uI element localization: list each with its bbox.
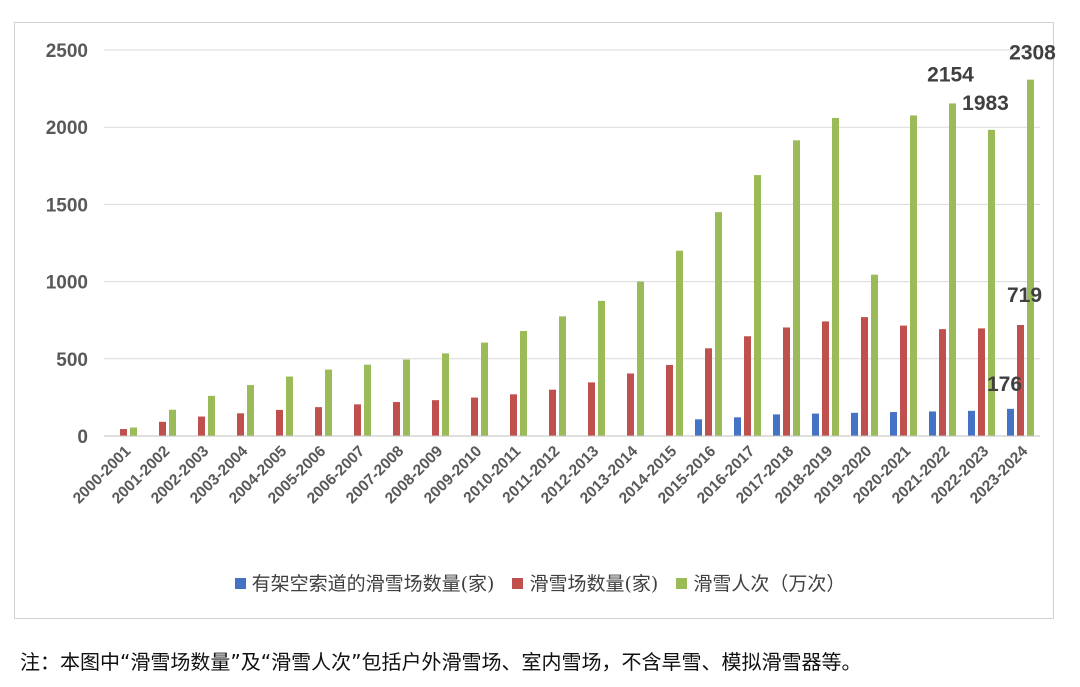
bar-series-2-2008-2009 <box>442 353 449 436</box>
bar-series-1-2005-2006 <box>315 407 322 436</box>
bar-series-1-2019-2020 <box>861 317 868 436</box>
bar-series-0-2015-2016 <box>695 419 702 436</box>
bar-series-2-2011-2012 <box>559 316 566 436</box>
bars <box>120 79 1034 437</box>
bar-series-0-2021-2022 <box>929 411 936 436</box>
bar-series-1-2001-2002 <box>159 421 166 436</box>
bar-series-1-2002-2003 <box>198 416 205 436</box>
bar-series-2-2022-2023 <box>988 129 995 436</box>
bar-series-1-2017-2018 <box>783 327 790 436</box>
y-tick-label: 1500 <box>46 195 88 216</box>
legend-label: 有架空索道的滑雪场数量(家) <box>251 573 495 595</box>
bar-series-1-2006-2007 <box>354 404 361 436</box>
bar-series-2-2005-2006 <box>325 369 332 436</box>
bar-series-2-2019-2020 <box>871 274 878 436</box>
bar-series-1-2013-2014 <box>627 373 634 436</box>
y-tick-label: 1000 <box>46 273 88 294</box>
bar-series-1-2003-2004 <box>237 413 244 436</box>
data-label: 719 <box>1007 284 1042 307</box>
bar-series-1-2009-2010 <box>471 397 478 436</box>
bar-series-2-2015-2016 <box>715 212 722 436</box>
bar-series-1-2021-2022 <box>939 329 946 436</box>
y-tick-label: 2000 <box>46 118 88 139</box>
bar-series-2-2020-2021 <box>910 115 917 436</box>
bar-series-1-2010-2011 <box>510 394 517 436</box>
bar-series-2-2000-2001 <box>130 427 137 436</box>
bar-series-2-2013-2014 <box>637 281 644 436</box>
bar-series-2-2004-2005 <box>286 376 293 436</box>
bar-series-1-2000-2001 <box>120 429 127 436</box>
bar-series-1-2015-2016 <box>705 348 712 436</box>
bar-series-2-2023-2024 <box>1027 79 1034 436</box>
bar-series-2-2012-2013 <box>598 300 605 436</box>
bar-series-2-2021-2022 <box>949 103 956 437</box>
bar-series-2-2010-2011 <box>520 331 527 436</box>
bar-series-2-2014-2015 <box>676 250 683 436</box>
bar-series-2-2007-2008 <box>403 359 410 436</box>
bar-series-1-2020-2021 <box>900 325 907 436</box>
legend-label: 滑雪人次（万次） <box>693 573 846 595</box>
bar-series-2-2017-2018 <box>793 140 800 436</box>
bar-series-1-2007-2008 <box>393 402 400 436</box>
y-axis-ticks: 0 500 1000 1500 2000 2500 <box>46 41 88 448</box>
data-label: 1983 <box>962 92 1009 115</box>
bar-series-1-2008-2009 <box>432 400 439 436</box>
bar-series-2-2001-2002 <box>169 409 176 436</box>
bar-series-0-2019-2020 <box>851 412 858 436</box>
bar-series-2-2018-2019 <box>832 117 839 436</box>
chart-frame <box>14 22 1054 619</box>
data-label: 176 <box>987 373 1022 396</box>
bar-series-2-2003-2004 <box>247 385 254 436</box>
bar-series-1-2022-2023 <box>978 328 985 436</box>
bar-series-2-2002-2003 <box>208 395 215 436</box>
y-tick-label: 0 <box>77 427 88 448</box>
bar-series-1-2016-2017 <box>744 336 751 436</box>
gridlines <box>104 49 1040 360</box>
bar-series-1-2011-2012 <box>549 389 556 436</box>
legend-swatch-blue <box>234 578 246 589</box>
bar-series-0-2017-2018 <box>773 414 780 436</box>
bar-series-0-2018-2019 <box>812 413 819 436</box>
bar-series-2-2006-2007 <box>364 364 371 436</box>
bar-series-1-2018-2019 <box>822 321 829 436</box>
bar-series-1-2023-2024 <box>1017 324 1024 436</box>
bar-series-2-2016-2017 <box>754 175 761 436</box>
legend-swatch-green <box>676 578 688 589</box>
bar-series-0-2023-2024 <box>1007 408 1014 436</box>
bar-series-0-2020-2021 <box>890 412 897 436</box>
legend-label: 滑雪场数量(家) <box>529 573 659 595</box>
data-label: 2308 <box>1009 42 1056 65</box>
bar-series-2-2009-2010 <box>481 342 488 436</box>
bar-series-0-2016-2017 <box>734 417 741 436</box>
y-tick-label: 2500 <box>46 41 88 62</box>
y-tick-label: 500 <box>56 350 88 371</box>
legend-item-skier-visits: 滑雪人次（万次） <box>676 569 845 596</box>
bar-series-1-2014-2015 <box>666 364 673 436</box>
bar-series-1-2004-2005 <box>276 409 283 436</box>
legend-item-cableway-resorts: 有架空索道的滑雪场数量(家) <box>234 569 495 596</box>
bar-series-0-2022-2023 <box>968 410 975 436</box>
footnote: 注：本图中“滑雪场数量”及“滑雪人次”包括户外滑雪场、室内雪场，不含旱雪、模拟滑… <box>20 650 862 674</box>
legend: 有架空索道的滑雪场数量(家) 滑雪场数量(家) 滑雪人次（万次） <box>0 569 1080 596</box>
x-axis-ticks: 2000-20012001-20022002-20032003-20042004… <box>70 443 1032 508</box>
data-labels: 2154 1983 2308 719 176 <box>927 42 1056 396</box>
legend-item-ski-resorts: 滑雪场数量(家) <box>512 569 658 596</box>
legend-swatch-red <box>512 578 524 589</box>
data-label: 2154 <box>927 63 974 86</box>
bar-series-1-2012-2013 <box>588 382 595 436</box>
